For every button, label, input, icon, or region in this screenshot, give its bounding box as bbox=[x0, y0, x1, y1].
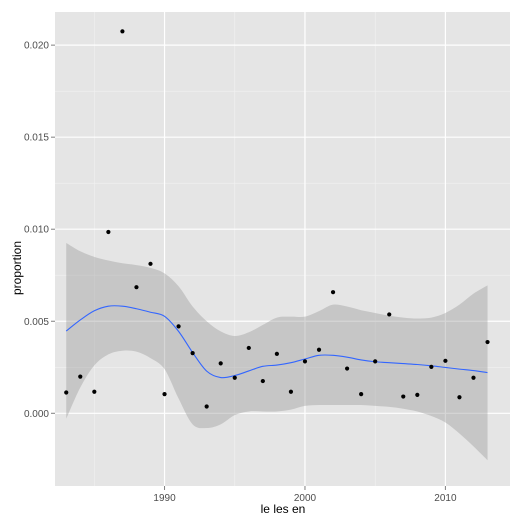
data-point bbox=[415, 392, 420, 397]
confidence-band-layer bbox=[66, 243, 488, 461]
data-point bbox=[120, 29, 125, 34]
y-tick-label: 0.020 bbox=[24, 41, 49, 52]
data-point bbox=[176, 324, 181, 329]
y-axis-ticks: 0.000 0.005 0.010 0.015 0.020 bbox=[24, 41, 55, 420]
data-point bbox=[232, 375, 237, 380]
data-point bbox=[288, 389, 294, 394]
x-axis-title: le les en bbox=[261, 502, 306, 516]
data-point bbox=[246, 345, 251, 351]
x-tick-label: 2010 bbox=[434, 493, 457, 504]
data-point bbox=[148, 261, 153, 266]
data-point bbox=[204, 404, 209, 409]
y-tick-label: 0.015 bbox=[24, 133, 49, 144]
data-point bbox=[457, 395, 462, 400]
data-point bbox=[302, 359, 308, 364]
data-point bbox=[387, 312, 392, 317]
data-point bbox=[471, 375, 476, 380]
major-gridlines bbox=[55, 12, 510, 486]
data-point bbox=[429, 364, 434, 370]
y-axis-title: proportion bbox=[10, 241, 24, 295]
y-tick-label: 0.010 bbox=[24, 225, 49, 236]
data-point bbox=[443, 358, 448, 363]
data-points bbox=[64, 29, 490, 409]
data-point bbox=[218, 361, 223, 366]
x-tick-label: 1990 bbox=[153, 493, 176, 504]
data-point bbox=[344, 366, 350, 371]
data-point bbox=[485, 339, 490, 345]
data-point bbox=[330, 290, 336, 295]
y-tick-label: 0.000 bbox=[24, 409, 49, 420]
data-point bbox=[78, 374, 83, 379]
data-point bbox=[190, 350, 195, 356]
data-point bbox=[359, 392, 364, 397]
x-tick-label: 2000 bbox=[294, 493, 317, 504]
minor-gridlines bbox=[55, 12, 510, 486]
data-point bbox=[401, 394, 406, 399]
data-point bbox=[92, 389, 97, 394]
x-axis-ticks: 1990 2000 2010 bbox=[153, 486, 457, 504]
smooth-line-layer bbox=[65, 305, 488, 379]
smooth-line bbox=[65, 305, 488, 379]
y-tick-label: 0.005 bbox=[24, 317, 49, 328]
data-point bbox=[162, 392, 167, 397]
data-point bbox=[106, 229, 111, 235]
data-point bbox=[316, 347, 322, 352]
data-point bbox=[64, 390, 69, 395]
data-point bbox=[274, 351, 279, 356]
confidence-band bbox=[66, 243, 488, 461]
data-point bbox=[373, 359, 378, 364]
data-point bbox=[260, 378, 265, 384]
data-point bbox=[134, 285, 139, 290]
